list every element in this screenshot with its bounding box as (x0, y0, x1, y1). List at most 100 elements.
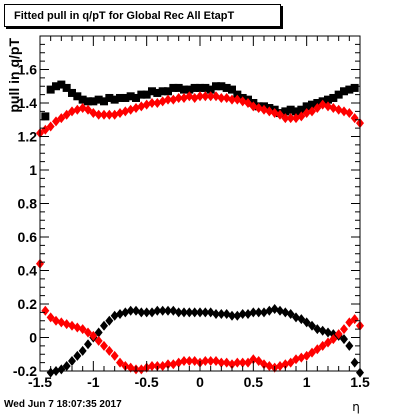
data-point-diamond (217, 309, 226, 320)
chart-title-box: Fitted pull in q/pT for Global Rec All E… (4, 4, 281, 27)
data-point-square (57, 80, 66, 89)
data-point-diamond (89, 330, 98, 341)
data-point-diamond (62, 109, 71, 120)
data-point-diamond (110, 350, 119, 361)
data-point-diamond (57, 113, 66, 124)
data-point-square (158, 87, 167, 96)
data-point-diamond (308, 320, 316, 331)
y-tick-label: -0.2 (13, 363, 37, 379)
axes: -0.2 0 0.2 0.4 0.6 0.8 1 1.2 1.4 1.6 -1.5 -1 -0.5 0 0.… (6, 35, 370, 414)
data-point-square (89, 97, 98, 106)
data-point-square (126, 92, 135, 101)
data-point-diamond (105, 315, 114, 326)
data-point-square (334, 90, 343, 99)
data-point-square (281, 107, 290, 116)
data-point-diamond (196, 91, 204, 102)
data-point-diamond (153, 360, 162, 371)
data-point-square (190, 83, 199, 92)
data-point-square (286, 105, 295, 114)
data-point-diamond (244, 357, 252, 368)
data-point-diamond (286, 357, 295, 368)
data-point-diamond (164, 94, 172, 105)
data-point-square (121, 93, 130, 102)
x-tick-label: 1 (303, 374, 311, 390)
data-point-square (228, 85, 236, 94)
data-point-diamond (302, 350, 311, 361)
data-point-square (110, 95, 119, 104)
data-point-diamond (180, 355, 188, 366)
y-tick-label: 0.4 (18, 263, 38, 279)
data-point-square (94, 95, 103, 104)
data-point-diamond (126, 305, 135, 316)
data-point-square (148, 87, 156, 96)
data-point-square (206, 85, 215, 94)
data-point-diamond (52, 116, 60, 127)
data-point-diamond (84, 104, 92, 115)
data-point-diamond (254, 307, 263, 318)
data-point-diamond (286, 309, 295, 320)
data-point-square (350, 83, 359, 92)
data-point-diamond (164, 305, 172, 316)
data-point-square (302, 102, 311, 111)
data-point-diamond (190, 307, 199, 318)
data-point-diamond (297, 111, 306, 122)
data-point-diamond (350, 314, 359, 325)
data-point-diamond (73, 350, 82, 361)
data-point-diamond (174, 307, 183, 318)
y-axis-title: pull in q/pT (6, 38, 22, 113)
data-point-square (164, 87, 172, 96)
data-point-square (308, 100, 316, 109)
data-point-diamond (302, 317, 311, 328)
y-tick-label: 0.6 (18, 229, 38, 245)
data-point-square (324, 95, 332, 104)
data-point-diamond (313, 103, 322, 114)
data-point-diamond (345, 340, 354, 351)
data-markers (36, 80, 364, 378)
data-point-diamond (46, 121, 55, 132)
data-point-diamond (78, 324, 87, 335)
data-point-square (169, 83, 178, 92)
data-point-diamond (206, 91, 215, 102)
data-point-diamond (105, 345, 114, 356)
data-point-square (84, 97, 92, 106)
y-tick-label: 0.2 (18, 296, 38, 312)
data-point-square (73, 92, 82, 101)
data-point-diamond (196, 307, 204, 318)
data-point-square (196, 83, 204, 92)
data-point-square (297, 105, 306, 114)
x-tick-label: 1.5 (350, 374, 370, 390)
data-point-diamond (164, 359, 172, 370)
data-point-diamond (297, 314, 306, 325)
data-point-diamond (94, 109, 103, 120)
data-point-diamond (281, 113, 290, 124)
data-point-diamond (324, 337, 332, 348)
x-axis-title: η (352, 400, 360, 414)
chart-title: Fitted pull in q/pT for Global Rec All E… (14, 10, 235, 22)
data-point-square (313, 99, 322, 107)
data-point-square (52, 82, 60, 91)
data-point-square (345, 85, 354, 94)
data-point-diamond (350, 113, 359, 124)
data-point-diamond (148, 360, 156, 371)
data-point-diamond (233, 357, 242, 368)
data-point-diamond (249, 307, 258, 318)
data-point-diamond (41, 305, 50, 316)
data-point-diamond (185, 355, 194, 366)
data-point-diamond (350, 357, 359, 368)
data-point-diamond (94, 327, 103, 338)
data-point-square (46, 85, 55, 94)
y-tick-label: 1.2 (18, 129, 38, 145)
y-tick-label: 0.8 (18, 196, 38, 212)
x-tick-label: 0 (196, 374, 204, 390)
data-point-diamond (68, 355, 76, 366)
data-point-square (174, 83, 183, 92)
data-point-diamond (238, 357, 247, 368)
data-point-diamond (217, 357, 226, 368)
data-point-diamond (142, 307, 151, 318)
data-point-square (180, 85, 188, 94)
data-point-square (217, 82, 226, 91)
data-point-square (132, 93, 140, 102)
data-point-diamond (148, 98, 156, 108)
x-tick-label: -1 (87, 374, 100, 390)
x-tick-label: 0.5 (244, 374, 264, 390)
